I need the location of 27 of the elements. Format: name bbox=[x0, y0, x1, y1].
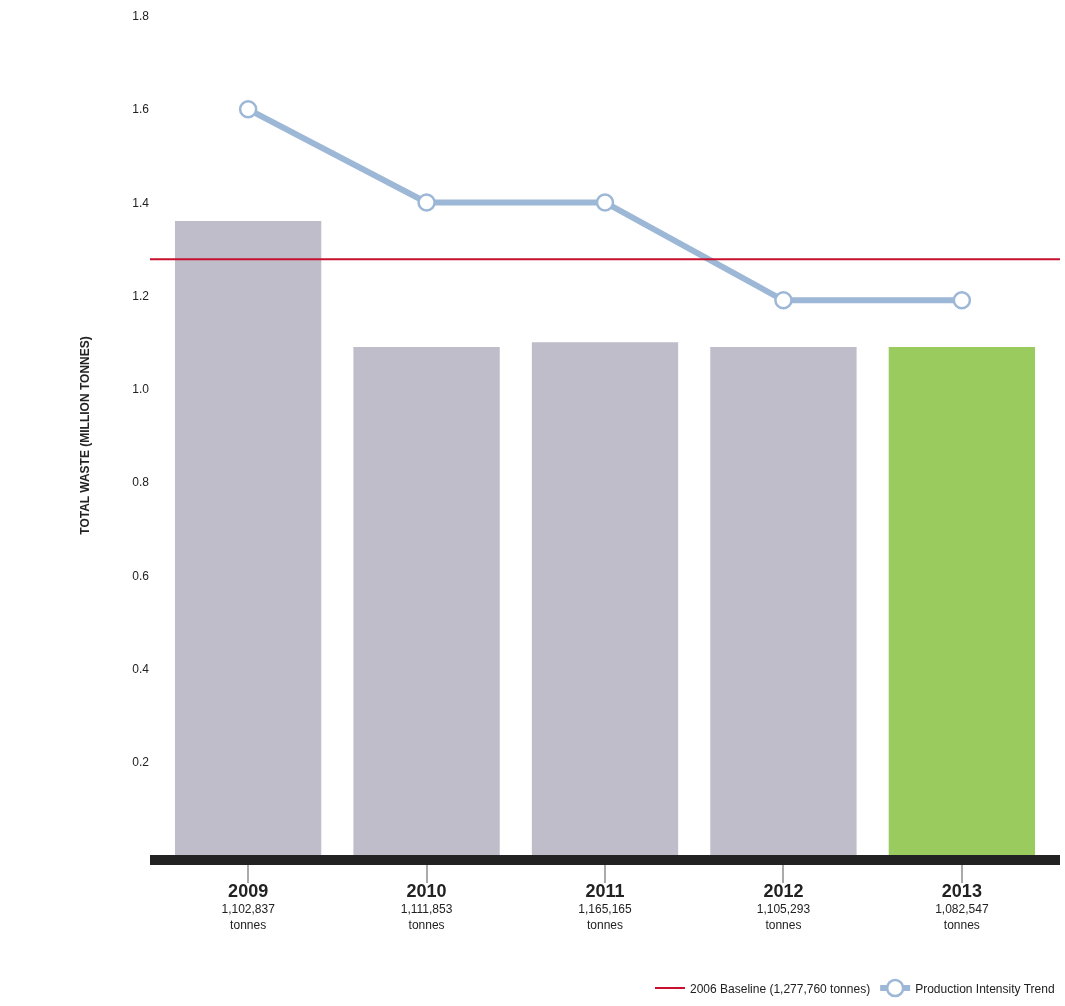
point bbox=[774, 291, 793, 310]
y-tick-label: 1.4 bbox=[132, 195, 150, 210]
point bbox=[952, 291, 972, 310]
y-tick-label: 0.2 bbox=[132, 754, 150, 769]
y-tick-label: 0.6 bbox=[132, 568, 150, 583]
y-tick-label: 0.4 bbox=[132, 661, 150, 676]
legend-label: Production Intensity Trend bbox=[915, 981, 1055, 996]
bar bbox=[174, 221, 322, 855]
point bbox=[595, 193, 615, 212]
x-tick-label: 2012 1,105,293 tonnes bbox=[756, 881, 811, 932]
x-tick-label: 2013 1,082,547 tonnes bbox=[935, 881, 989, 932]
y-tick-label: 1.2 bbox=[132, 288, 150, 303]
x-tick-label: 2011 1,165,165 tonnes bbox=[578, 881, 633, 932]
x-tick-label: 2009 1,102,837 tonnes bbox=[221, 881, 276, 932]
legend-label: 2006 Baseline (1,277,760 tonnes) bbox=[690, 981, 871, 996]
bar bbox=[710, 346, 857, 855]
x-tick-label: 2010 1,111,853 tonnes bbox=[400, 881, 453, 932]
bar bbox=[353, 346, 500, 855]
y-tick-label: 1.8 bbox=[132, 9, 150, 24]
y-axis-title: TOTAL WASTE (MILLION TONNES) bbox=[77, 336, 92, 535]
bar bbox=[888, 346, 1036, 855]
point bbox=[238, 99, 258, 119]
point bbox=[417, 193, 436, 212]
y-tick-label: 1.6 bbox=[132, 102, 150, 117]
bar bbox=[531, 342, 679, 855]
y-tick-label: 1.0 bbox=[132, 382, 150, 397]
y-tick-label: 0.8 bbox=[132, 475, 150, 490]
